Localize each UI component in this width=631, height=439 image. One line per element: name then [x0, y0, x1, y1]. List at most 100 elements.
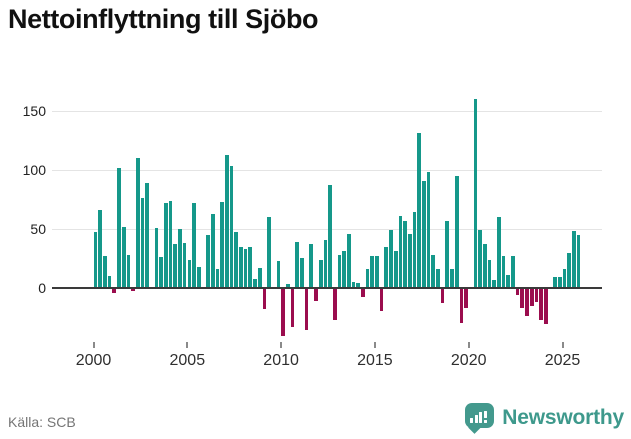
bar-positive [93, 232, 98, 288]
bar-positive [426, 172, 431, 288]
page-title: Nettoinflyttning till Sjöbo [8, 4, 319, 34]
bar-positive [206, 234, 210, 288]
bar-positive [220, 201, 225, 288]
y-axis-label: 50 [30, 220, 46, 237]
bar-positive [243, 249, 248, 288]
bar-positive [436, 269, 440, 288]
bar-positive [337, 254, 342, 288]
bar-positive [210, 213, 215, 288]
bar-negative [525, 289, 529, 317]
bar-positive [478, 230, 482, 288]
x-axis-tick [467, 342, 470, 348]
bar-negative [539, 289, 543, 320]
bar-positive [229, 166, 234, 288]
bar-positive [412, 212, 417, 288]
bar-positive [384, 246, 389, 288]
bar-positive [501, 256, 506, 288]
bar-negative [304, 289, 309, 331]
x-axis-label: 2010 [263, 352, 299, 369]
bar-negative [464, 289, 468, 308]
bar-negative [440, 289, 445, 304]
bar-positive [553, 277, 557, 288]
bar-positive [431, 254, 436, 288]
bar-negative [290, 289, 295, 327]
bar-positive [365, 269, 370, 288]
bar-positive [225, 154, 229, 288]
bar-negative [534, 289, 539, 302]
bar-positive [403, 220, 407, 288]
bar-positive [342, 251, 346, 288]
bar-positive [98, 210, 103, 288]
bar-positive [576, 234, 581, 288]
x-axis-tick [373, 342, 376, 348]
bar-positive [454, 175, 459, 288]
x-axis-tick [186, 342, 189, 348]
x-axis-tick [92, 342, 95, 348]
bar-positive [309, 244, 314, 288]
x-axis-label: 2005 [169, 352, 206, 369]
bar-positive [356, 283, 361, 288]
x-axis-label: 2020 [450, 352, 487, 369]
bar-positive [135, 158, 140, 288]
bar-positive [393, 251, 398, 288]
bar-positive [497, 217, 501, 288]
bar-positive [126, 254, 131, 288]
bar-positive [182, 243, 187, 288]
bar-positive [164, 202, 168, 288]
bar-positive [168, 200, 173, 288]
bar-negative [459, 289, 464, 324]
bar-positive [328, 185, 332, 288]
x-axis-label: 2025 [544, 352, 581, 369]
bar-negative [112, 289, 117, 293]
bar-positive [173, 244, 178, 288]
bar-negative [379, 289, 384, 312]
bar-positive [511, 256, 515, 288]
bar-positive [253, 278, 257, 288]
x-axis-tick [280, 342, 283, 348]
bar-positive [276, 260, 281, 288]
bar-positive [295, 241, 300, 288]
bar-positive [417, 133, 421, 288]
logo-wordmark: Newsworthy [502, 406, 624, 429]
bar-positive [407, 233, 412, 288]
newsworthy-logo: Newsworthy [465, 402, 624, 434]
bar-positive [178, 228, 182, 288]
bar-negative [131, 289, 135, 292]
bar-positive [196, 266, 201, 288]
bar-positive [192, 202, 196, 288]
y-axis-label: 100 [22, 161, 46, 178]
bar-positive [398, 215, 403, 288]
gridline [52, 169, 602, 171]
bar-positive [346, 233, 351, 288]
bar-positive [487, 259, 492, 288]
x-axis-label: 2015 [357, 352, 393, 369]
bar-positive [370, 256, 375, 288]
bar-positive [159, 257, 164, 288]
bar-positive [154, 227, 159, 288]
bar-positive [239, 246, 243, 288]
bar-positive [473, 99, 478, 288]
y-axis-label: 0 [38, 280, 46, 296]
bar-positive [492, 279, 497, 288]
bar-negative [529, 289, 534, 306]
bar-positive [285, 284, 290, 288]
bar-positive [215, 269, 220, 288]
newsworthy-bubble-chart-icon [465, 402, 495, 434]
bar-positive [145, 182, 149, 288]
bar-positive [117, 167, 121, 288]
bar-negative [281, 289, 285, 337]
bar-positive [248, 246, 253, 288]
bar-positive [257, 267, 262, 288]
source-note: Källa: SCB [8, 414, 76, 430]
bar-positive [318, 259, 323, 288]
bar-negative [262, 289, 267, 310]
x-axis-label: 2000 [75, 352, 112, 369]
bar-negative [515, 289, 520, 295]
bar-positive [562, 269, 567, 288]
bar-negative [543, 289, 548, 325]
bar-negative [361, 289, 365, 298]
bar-positive [187, 259, 192, 288]
bar-positive [121, 226, 126, 288]
bar-positive [323, 239, 328, 288]
